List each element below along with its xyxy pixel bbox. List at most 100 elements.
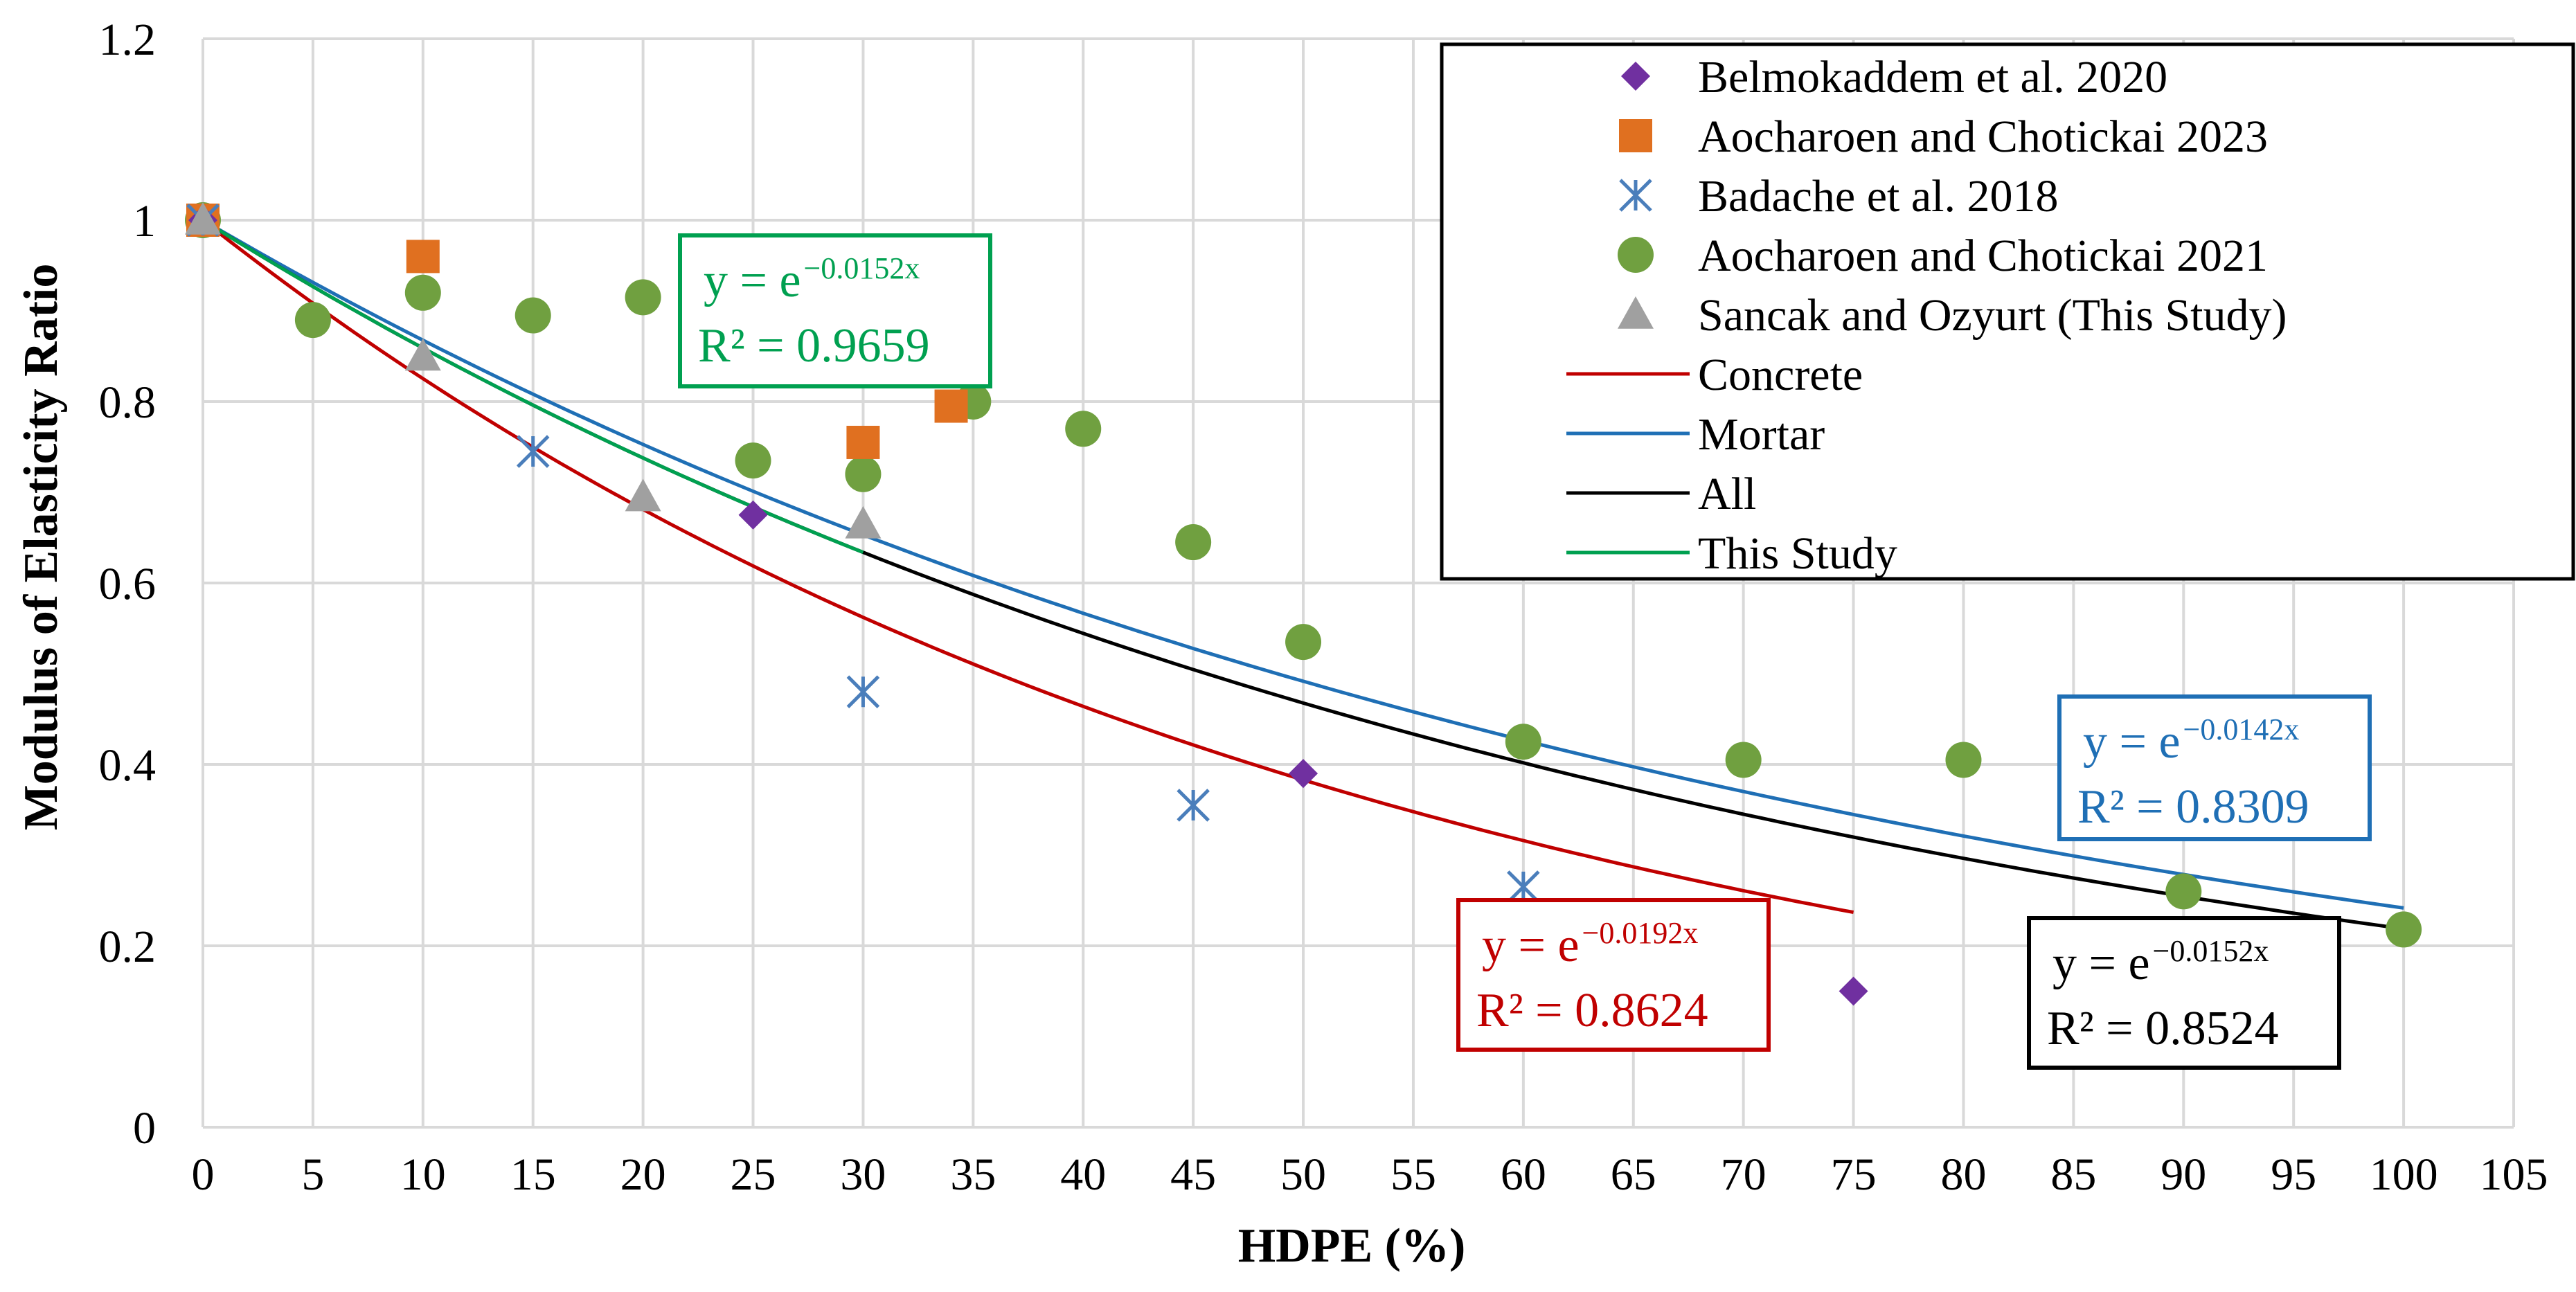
x-tick-label: 40 (1060, 1149, 1106, 1200)
y-tick-label: 0.4 (99, 740, 156, 791)
x-tick-label: 60 (1501, 1149, 1546, 1200)
x-tick-label: 5 (301, 1149, 324, 1200)
legend-marker (1621, 62, 1650, 91)
point-circle (1505, 724, 1541, 760)
point-triangle (625, 478, 661, 512)
legend-item: This Study (1566, 528, 1897, 579)
equation-formula: y = e−0.0192x (1482, 916, 1698, 972)
legend: Belmokaddem et al. 2020 Aocharoen and Cho… (1440, 42, 2575, 581)
point-square (846, 425, 880, 459)
y-tick-label: 0.6 (99, 559, 156, 609)
equation-box-mortar: y = e−0.0142x R² = 0.8309 (2057, 694, 2372, 841)
point-circle (404, 274, 441, 311)
x-tick-labels: 0 5 10 15 20 25 30 35 40 45 50 55 60 65 70 75 80 85 90 95 10… (192, 1149, 2548, 1200)
equation-r-squared: R² = 0.8524 (2047, 1002, 2279, 1055)
y-tick-labels: 0 0.2 0.4 0.6 0.8 1 1.2 (99, 15, 156, 1154)
legend-marker (1619, 119, 1652, 152)
point-circle (1725, 742, 1762, 778)
legend-marker (1618, 237, 1654, 273)
point-triangle (185, 202, 221, 235)
legend-item: Sancak and Ozyurt (This Study) (1618, 290, 2287, 341)
equation-box-all: y = e−0.0152x R² = 0.8524 (2027, 916, 2341, 1070)
point-circle (294, 302, 331, 339)
equation-box-concrete: y = e−0.0192x R² = 0.8624 (1456, 898, 1771, 1052)
x-tick-label: 20 (620, 1149, 666, 1200)
equation-r-squared: R² = 0.8309 (2077, 780, 2309, 834)
data-points (185, 202, 2422, 1006)
x-axis-title: HDPE (%) (1238, 1219, 1466, 1273)
x-tick-label: 85 (2050, 1149, 2096, 1200)
equation-r-squared: R² = 0.8624 (1476, 984, 1708, 1037)
legend-item: Badache et al. 2018 (1619, 171, 2058, 222)
equation-box-border (2027, 916, 2341, 1070)
legend-label: Aocharoen and Chotickai 2023 (1698, 111, 2268, 162)
y-tick-label: 0.8 (99, 377, 156, 428)
x-tick-label: 35 (950, 1149, 996, 1200)
x-tick-label: 15 (510, 1149, 556, 1200)
x-tick-label: 90 (2161, 1149, 2206, 1200)
trendline-mortar (202, 218, 2404, 910)
trendline-concrete (202, 219, 1854, 915)
legend-marker (1619, 179, 1652, 212)
y-tick-label: 1.2 (99, 15, 156, 65)
point-circle (1285, 624, 1322, 661)
x-tick-label: 50 (1280, 1149, 1326, 1200)
legend-label: This Study (1698, 528, 1897, 579)
legend-label: Badache et al. 2018 (1698, 171, 2058, 222)
point-triangle (845, 505, 882, 539)
equation-box-border (2057, 694, 2372, 841)
legend-item: Aocharoen and Chotickai 2023 (1619, 111, 2268, 162)
legend-marker (1618, 296, 1654, 329)
point-circle (515, 297, 551, 334)
x-tick-label: 30 (840, 1149, 886, 1200)
point-cross (1507, 870, 1540, 904)
point-circle (1065, 411, 1102, 447)
equation-box-this-study: y = e−0.0152x R² = 0.9659 (678, 233, 992, 388)
point-diamond (738, 500, 768, 530)
x-tick-label: 55 (1390, 1149, 1436, 1200)
point-square (934, 389, 968, 423)
x-tick-label: 10 (400, 1149, 446, 1200)
point-circle (2165, 873, 2202, 910)
point-square (406, 240, 440, 273)
y-tick-label: 1 (133, 196, 156, 246)
equation-formula: y = e−0.0152x (704, 251, 920, 307)
equation-r-squared: R² = 0.9659 (698, 319, 930, 373)
point-cross (846, 675, 880, 708)
y-tick-label: 0.2 (99, 922, 156, 972)
point-triangle (404, 338, 441, 371)
point-circle (625, 279, 661, 316)
x-tick-label: 100 (2370, 1149, 2438, 1200)
legend-item: Concrete (1566, 350, 1863, 400)
point-circle (1175, 524, 1212, 561)
point-circle (735, 442, 771, 479)
point-diamond (1839, 976, 1868, 1006)
x-tick-label: 0 (192, 1149, 215, 1200)
point-circle (845, 456, 882, 492)
legend-item: Aocharoen and Chotickai 2021 (1618, 231, 2268, 281)
x-tick-label: 105 (2480, 1149, 2548, 1200)
legend-item: Belmokaddem et al. 2020 (1621, 52, 2167, 102)
equation-box-border (678, 233, 992, 388)
x-tick-label: 25 (731, 1149, 776, 1200)
point-cross (1177, 789, 1210, 822)
point-circle (2386, 911, 2422, 948)
trendlines (202, 218, 2404, 931)
legend-item: Mortar (1566, 409, 1825, 460)
legend-label: Sancak and Ozyurt (This Study) (1698, 290, 2287, 341)
equation-formula: y = e−0.0152x (2052, 934, 2269, 990)
x-tick-label: 45 (1170, 1149, 1216, 1200)
legend-label: Mortar (1698, 409, 1825, 460)
x-tick-label: 70 (1721, 1149, 1766, 1200)
equation-annotations: y = e−0.0152x R² = 0.9659 y = e−0.0142x R² … (678, 233, 2372, 1070)
x-tick-label: 65 (1611, 1149, 1656, 1200)
y-axis-title: Modulus of Elasticity Ratio (15, 264, 68, 831)
legend-label: All (1698, 469, 1756, 519)
equation-box-border (1456, 898, 1771, 1052)
y-tick-label: 0 (133, 1103, 156, 1154)
point-cross (516, 435, 550, 468)
legend-label: Belmokaddem et al. 2020 (1698, 52, 2167, 102)
x-tick-label: 75 (1831, 1149, 1877, 1200)
equation-formula: y = e−0.0142x (2083, 712, 2299, 769)
